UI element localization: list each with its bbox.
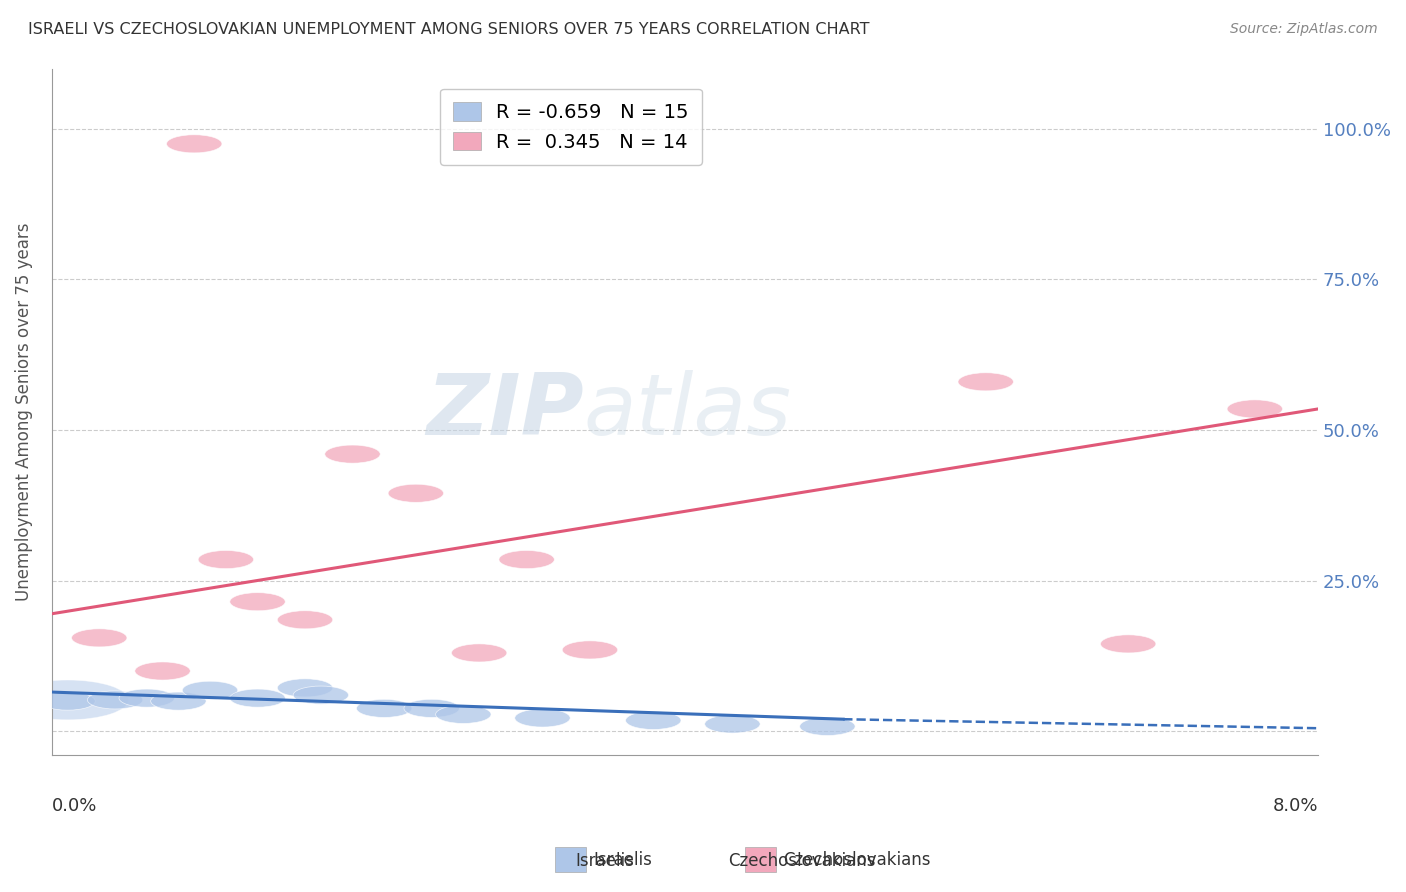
Ellipse shape: [499, 550, 554, 568]
Ellipse shape: [800, 717, 855, 736]
Ellipse shape: [229, 592, 285, 611]
FancyBboxPatch shape: [555, 847, 586, 872]
Text: ZIP: ZIP: [426, 370, 583, 453]
Ellipse shape: [325, 445, 380, 463]
Ellipse shape: [957, 373, 1014, 391]
Ellipse shape: [277, 611, 333, 629]
Ellipse shape: [166, 135, 222, 153]
Ellipse shape: [451, 644, 506, 662]
Ellipse shape: [1227, 400, 1282, 418]
Ellipse shape: [357, 699, 412, 717]
Ellipse shape: [294, 686, 349, 704]
Text: Israelis: Israelis: [575, 852, 634, 870]
Ellipse shape: [39, 692, 96, 710]
Text: atlas: atlas: [583, 370, 792, 453]
Text: Source: ZipAtlas.com: Source: ZipAtlas.com: [1230, 22, 1378, 37]
Text: Czechoslovakians: Czechoslovakians: [728, 852, 875, 870]
Ellipse shape: [198, 550, 253, 568]
Y-axis label: Unemployment Among Seniors over 75 years: Unemployment Among Seniors over 75 years: [15, 223, 32, 601]
Ellipse shape: [388, 484, 443, 502]
Ellipse shape: [436, 706, 491, 723]
Text: ISRAELI VS CZECHOSLOVAKIAN UNEMPLOYMENT AMONG SENIORS OVER 75 YEARS CORRELATION : ISRAELI VS CZECHOSLOVAKIAN UNEMPLOYMENT …: [28, 22, 870, 37]
Ellipse shape: [150, 692, 207, 710]
Ellipse shape: [404, 699, 460, 717]
Ellipse shape: [626, 711, 681, 730]
Legend: R = -0.659   N = 15, R =  0.345   N = 14: R = -0.659 N = 15, R = 0.345 N = 14: [440, 88, 702, 165]
Text: 8.0%: 8.0%: [1272, 797, 1319, 814]
Ellipse shape: [229, 690, 285, 707]
Ellipse shape: [87, 691, 143, 709]
Text: 0.0%: 0.0%: [52, 797, 97, 814]
Ellipse shape: [1101, 635, 1156, 653]
Ellipse shape: [704, 715, 761, 733]
Ellipse shape: [72, 629, 127, 647]
Ellipse shape: [277, 679, 333, 697]
Ellipse shape: [515, 709, 571, 727]
Text: Israelis: Israelis: [593, 851, 652, 869]
FancyBboxPatch shape: [745, 847, 776, 872]
Text: Czechoslovakians: Czechoslovakians: [783, 851, 931, 869]
Ellipse shape: [120, 690, 174, 707]
Ellipse shape: [135, 662, 190, 680]
Ellipse shape: [562, 640, 617, 659]
Ellipse shape: [7, 680, 128, 720]
Ellipse shape: [183, 681, 238, 699]
